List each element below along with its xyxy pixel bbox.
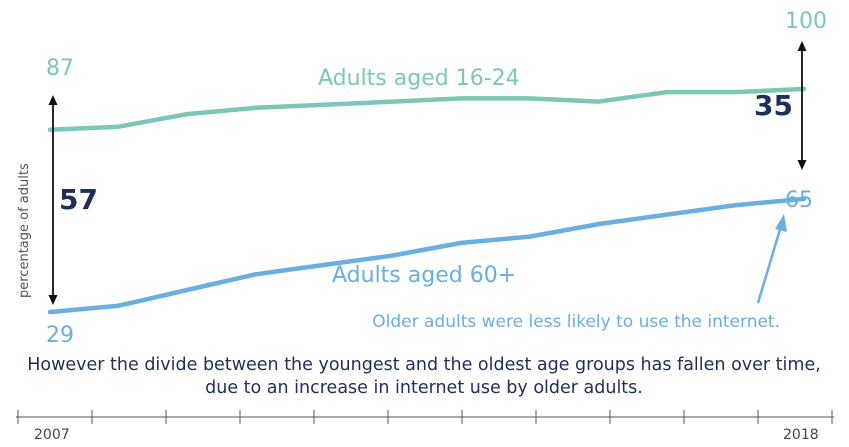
old-end-label: 65 (785, 188, 813, 213)
series-old-line (47, 196, 807, 315)
gap-arrow-start (48, 95, 58, 305)
series-lines (47, 86, 807, 315)
x-tick-label-first: 2007 (34, 427, 70, 443)
young-end-label: 100 (785, 9, 827, 34)
gap-label-end: 35 (754, 89, 793, 122)
caption-line-1: However the divide between the youngest … (27, 355, 821, 375)
x-ticks (17, 410, 833, 424)
series-label-young: Adults aged 16-24 (318, 66, 520, 91)
young-start-label: 87 (46, 56, 74, 81)
gap-arrow-end (797, 41, 807, 170)
annotation-text: Older adults were less likely to use the… (372, 312, 780, 332)
series-young-line (47, 86, 807, 133)
y-axis-label: percentage of adults (17, 163, 32, 298)
caption-line-2: due to an increase in internet use by ol… (205, 378, 643, 398)
x-tick-label-last: 2018 (783, 427, 819, 443)
annotation-arrow (756, 214, 787, 304)
gap-label-start: 57 (59, 183, 98, 216)
series-label-old: Adults aged 60+ (332, 263, 516, 288)
old-start-label: 29 (46, 323, 74, 348)
